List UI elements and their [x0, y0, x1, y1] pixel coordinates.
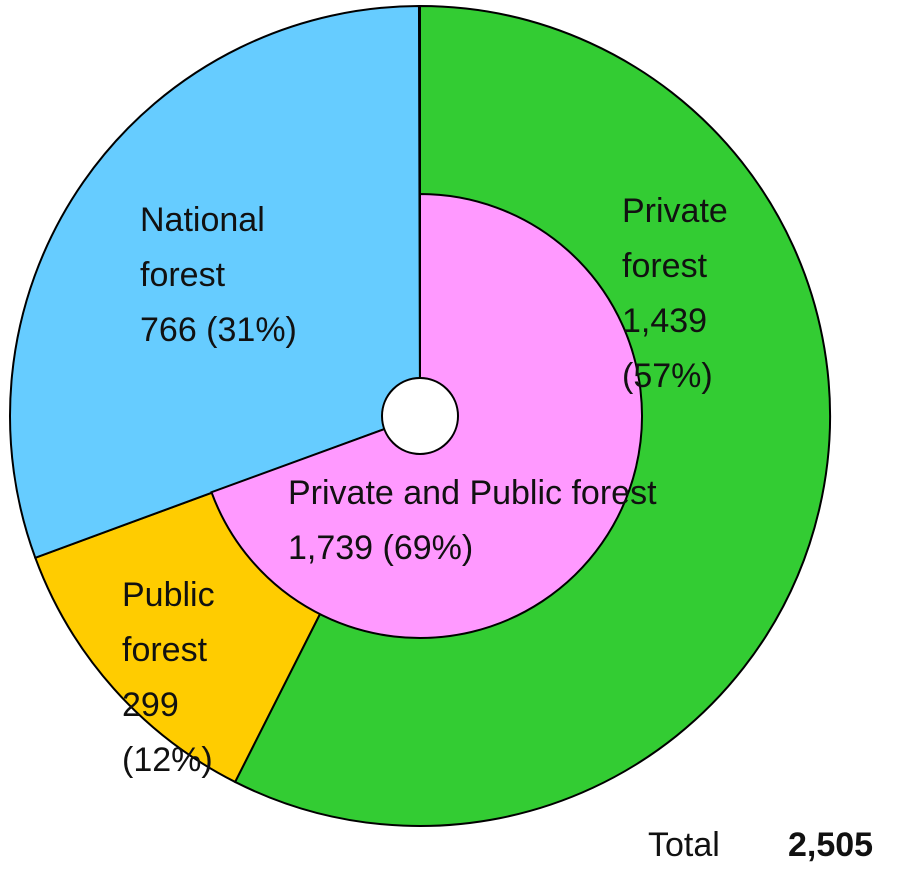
center-hole: [381, 377, 459, 455]
total-value: 2,505: [788, 826, 874, 864]
category-label: Public forest: [122, 576, 215, 669]
slice-label: National forest 766 (31%): [140, 193, 310, 358]
slice-label: Private forest 1,439 (57%): [622, 184, 772, 404]
slice-label: Public forest 299 (12%): [122, 568, 272, 788]
value-label: 1,439 (57%): [622, 302, 713, 395]
slice-label: Private and Public forest 1,739 (69%): [288, 466, 668, 576]
category-label: Private forest: [622, 192, 728, 285]
total-label: Total: [648, 826, 720, 864]
value-label: 766 (31%): [140, 311, 297, 349]
value-label: 299 (12%): [122, 686, 213, 779]
slice: [9, 4, 422, 560]
category-label: National forest: [140, 201, 265, 294]
pie: [9, 4, 831, 827]
value-label: 1,739 (69%): [288, 529, 474, 567]
category-label: Private and Public forest: [288, 474, 657, 512]
